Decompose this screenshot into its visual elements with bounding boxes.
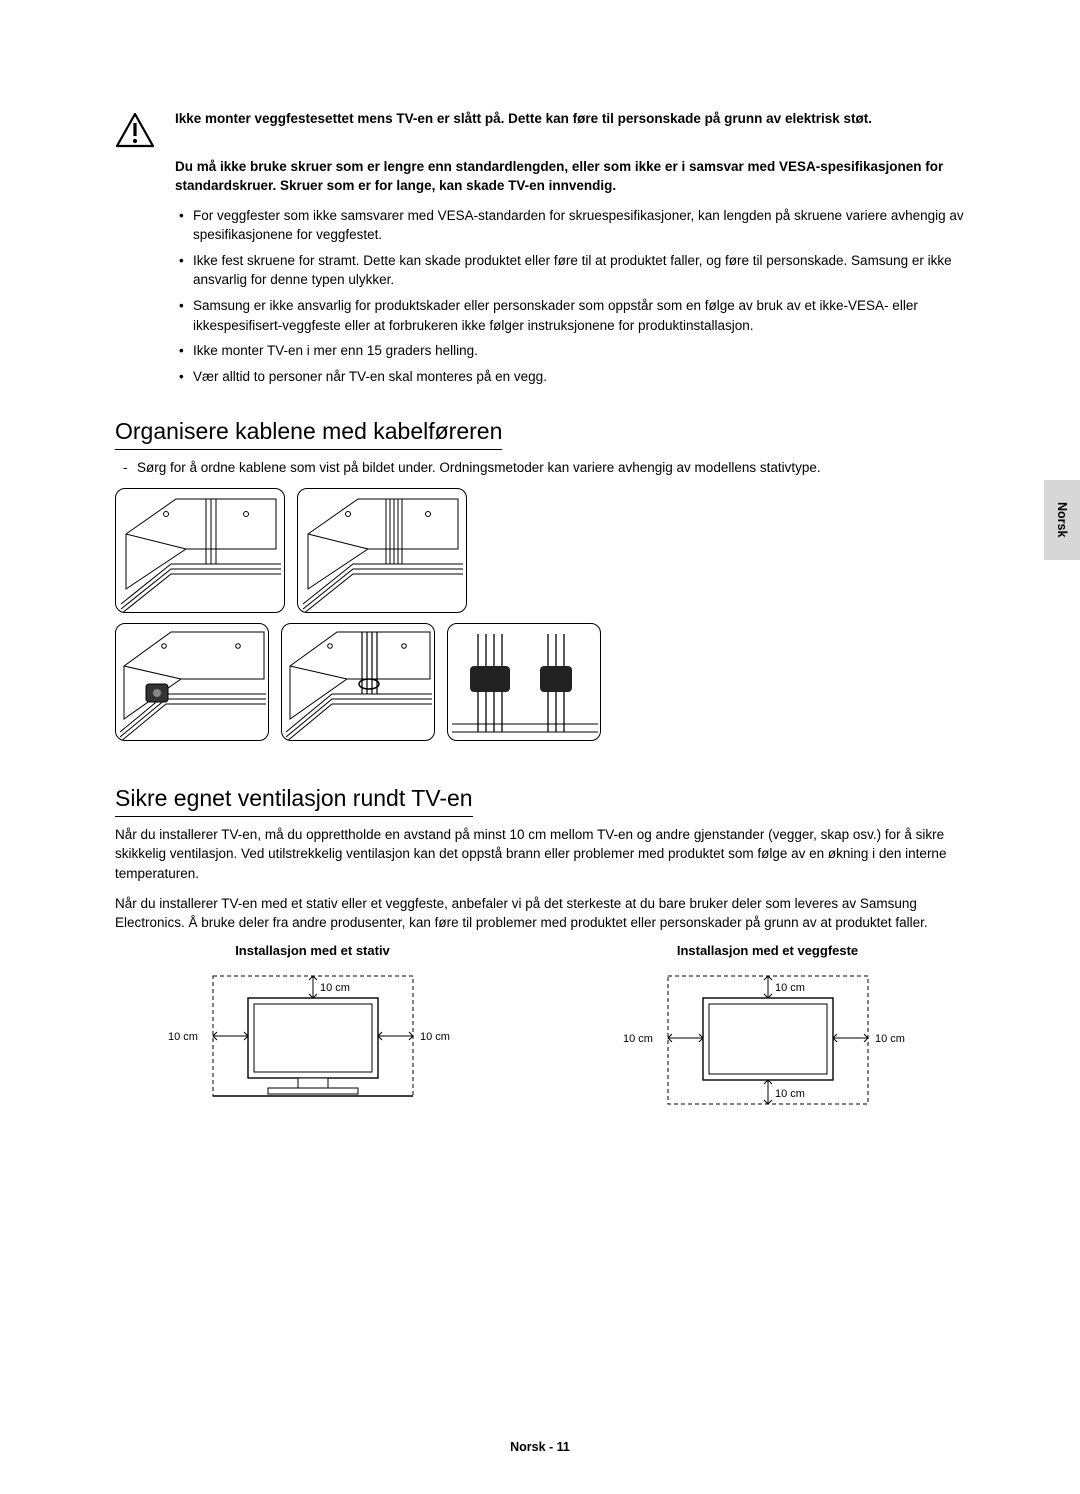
installation-diagrams: Installasjon med et stativ 10 cm bbox=[115, 943, 965, 1121]
warning-details: Du må ikke bruke skruer som er lengre en… bbox=[175, 158, 965, 386]
cable-diagram bbox=[115, 488, 285, 613]
section1-note: Sørg for å ordne kablene som vist på bil… bbox=[115, 458, 965, 478]
gap-label: 10 cm bbox=[420, 1031, 450, 1043]
warning-text-1: Ikke monter veggfestesettet mens TV-en e… bbox=[175, 110, 965, 148]
list-item: Samsung er ikke ansvarlig for produktska… bbox=[175, 296, 965, 335]
cable-diagram-row-1 bbox=[115, 488, 965, 613]
install-wall-title: Installasjon med et veggfeste bbox=[570, 943, 965, 958]
warning-bullet-list: For veggfester som ikke samsvarer med VE… bbox=[175, 206, 965, 387]
list-item: Ikke monter TV-en i mer enn 15 graders h… bbox=[175, 341, 965, 361]
gap-label: 10 cm bbox=[875, 1033, 905, 1045]
install-wall-diagram: 10 cm 10 cm 10 cm 10 cm bbox=[603, 966, 933, 1121]
gap-label: 10 cm bbox=[775, 982, 805, 994]
caution-icon bbox=[115, 110, 155, 148]
list-item: Vær alltid to personer når TV-en skal mo… bbox=[175, 367, 965, 387]
install-stand-diagram: 10 cm 10 cm 10 cm bbox=[148, 966, 478, 1121]
page-content: Ikke monter veggfestesettet mens TV-en e… bbox=[0, 0, 1080, 1161]
warning-text-2: Du må ikke bruke skruer som er lengre en… bbox=[175, 158, 965, 196]
gap-label: 10 cm bbox=[623, 1033, 653, 1045]
warning-block: Ikke monter veggfestesettet mens TV-en e… bbox=[115, 110, 965, 148]
list-item: Ikke fest skruene for stramt. Dette kan … bbox=[175, 251, 965, 290]
section-heading-cables: Organisere kablene med kabelføreren bbox=[115, 418, 502, 450]
cable-diagram bbox=[281, 623, 435, 741]
gap-label: 10 cm bbox=[168, 1031, 198, 1043]
install-stand-title: Installasjon med et stativ bbox=[115, 943, 510, 958]
page-footer: Norsk - 11 bbox=[0, 1440, 1080, 1454]
install-wall-column: Installasjon med et veggfeste 10 cm 10 c… bbox=[570, 943, 965, 1121]
gap-label: 10 cm bbox=[775, 1088, 805, 1100]
ventilation-paragraph-2: Når du installerer TV-en med et stativ e… bbox=[115, 894, 965, 933]
install-stand-column: Installasjon med et stativ 10 cm bbox=[115, 943, 510, 1121]
ventilation-paragraph-1: Når du installerer TV-en, må du oppretth… bbox=[115, 825, 965, 884]
cable-diagram-row-2 bbox=[115, 623, 965, 741]
cable-diagram bbox=[447, 623, 601, 741]
gap-label: 10 cm bbox=[320, 982, 350, 994]
cable-diagram bbox=[115, 623, 269, 741]
list-item: For veggfester som ikke samsvarer med VE… bbox=[175, 206, 965, 245]
section-heading-ventilation: Sikre egnet ventilasjon rundt TV-en bbox=[115, 785, 473, 817]
cable-diagram bbox=[297, 488, 467, 613]
